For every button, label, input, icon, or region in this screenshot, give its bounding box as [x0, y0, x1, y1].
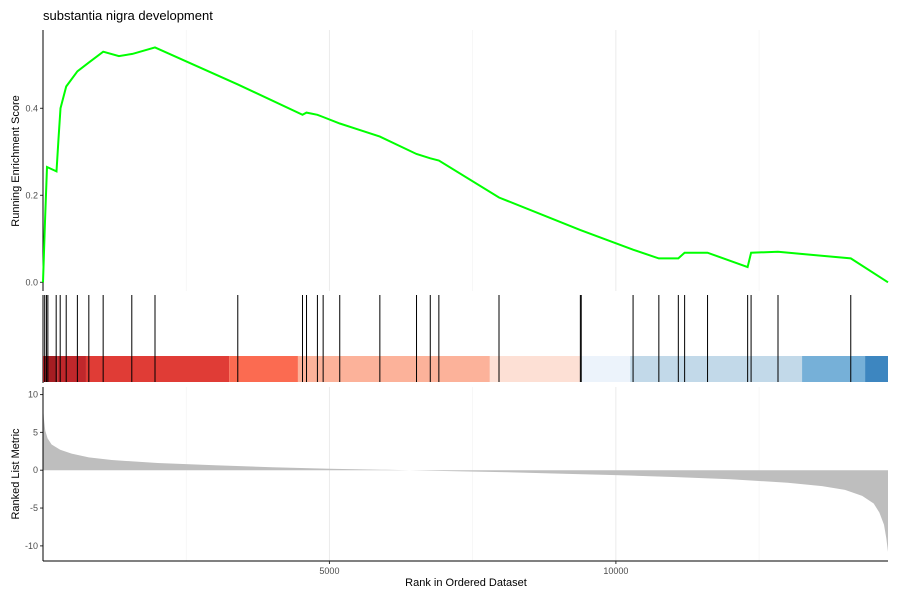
color-band-segment: [85, 356, 230, 382]
es-y-tick-label: 0.0: [25, 277, 38, 287]
color-band-segment: [489, 356, 582, 382]
rm-y-tick-label: -10: [25, 541, 38, 551]
ranked-color-band: [43, 356, 888, 382]
ranked-list-metric-area: [43, 405, 888, 552]
x-tick-label: 10000: [603, 566, 628, 576]
x-ticks: 5000 10000: [319, 561, 628, 576]
rm-y-tick-label: 0: [33, 465, 38, 475]
es-y-axis-label: Running Enrichment Score: [10, 95, 22, 226]
color-band-segment: [581, 356, 631, 382]
rm-y-tick-label: -5: [30, 503, 38, 513]
rm-y-tick-label: 5: [33, 427, 38, 437]
color-band-segment: [297, 356, 490, 382]
es-y-tick-label: 0.4: [25, 103, 38, 113]
color-band-segment: [57, 356, 86, 382]
es-y-ticks: 0.0 0.2 0.4: [25, 103, 43, 287]
x-tick-label: 5000: [319, 566, 339, 576]
rm-y-tick-label: 10: [28, 390, 38, 400]
color-band-segment: [802, 356, 866, 382]
color-band-segment: [630, 356, 803, 382]
rm-y-ticks: 10 5 0 -5 -10: [25, 390, 43, 551]
x-axis-label: Rank in Ordered Dataset: [405, 577, 527, 589]
color-band-segment: [865, 356, 888, 382]
color-band-segment: [229, 356, 298, 382]
es-y-tick-label: 0.2: [25, 190, 38, 200]
gene-hit-marks: [44, 295, 852, 382]
running-enrichment-score-line: [42, 46, 889, 284]
vertical-gridlines: [185, 30, 760, 561]
chart-title: substantia nigra development: [43, 8, 213, 23]
rm-y-axis-label: Ranked List Metric: [10, 428, 22, 520]
